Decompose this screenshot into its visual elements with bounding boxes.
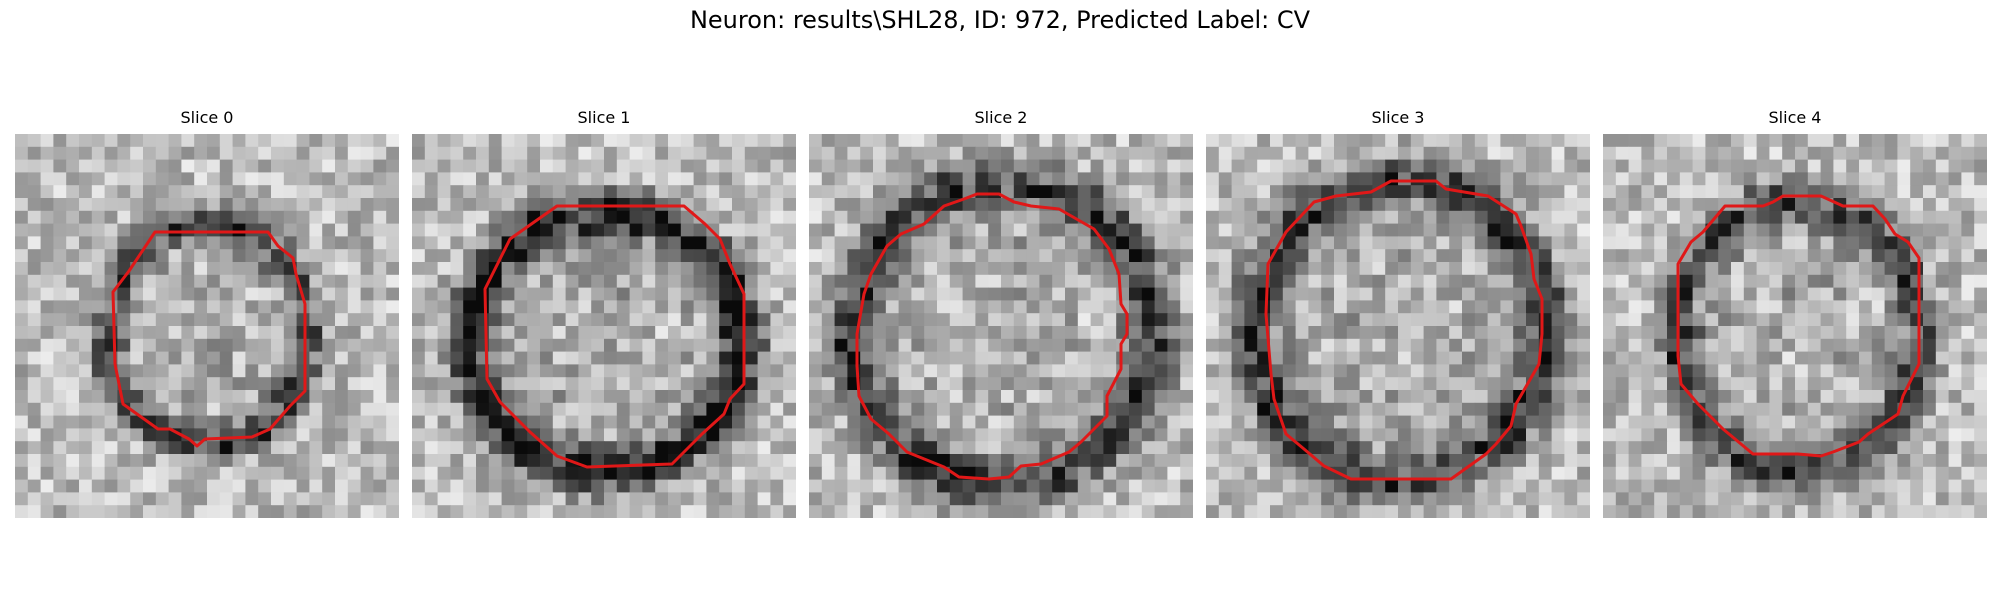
slice-title: Slice 4 [1768,108,1822,127]
slice-image [15,134,399,518]
slice-panel-0: Slice 0 [15,108,399,518]
slice-title: Slice 1 [577,108,631,127]
slice-panel-2: Slice 2 [809,108,1193,518]
slice-title: Slice 0 [180,108,234,127]
contour-outline [855,192,1129,481]
slice-image [412,134,796,518]
slice-image [809,134,1193,518]
contour-outline [111,230,307,448]
slice-title: Slice 2 [974,108,1028,127]
pixel-grid [1603,134,1987,518]
slice-panel-3: Slice 3 [1206,108,1590,518]
figure-title: Neuron: results\SHL28, ID: 972, Predicte… [689,6,1311,34]
pixel-grid [809,134,1193,518]
pixel-grid [1206,134,1590,518]
contour-outline [1264,179,1544,481]
contour-outline [483,204,746,469]
pixel-grid [15,134,399,518]
slice-panel-1: Slice 1 [412,108,796,518]
contour-outline [1676,194,1921,458]
slice-image [1206,134,1590,518]
slice-image [1603,134,1987,518]
slice-title: Slice 3 [1371,108,1425,127]
pixel-grid [412,134,796,518]
slice-panel-4: Slice 4 [1603,108,1987,518]
